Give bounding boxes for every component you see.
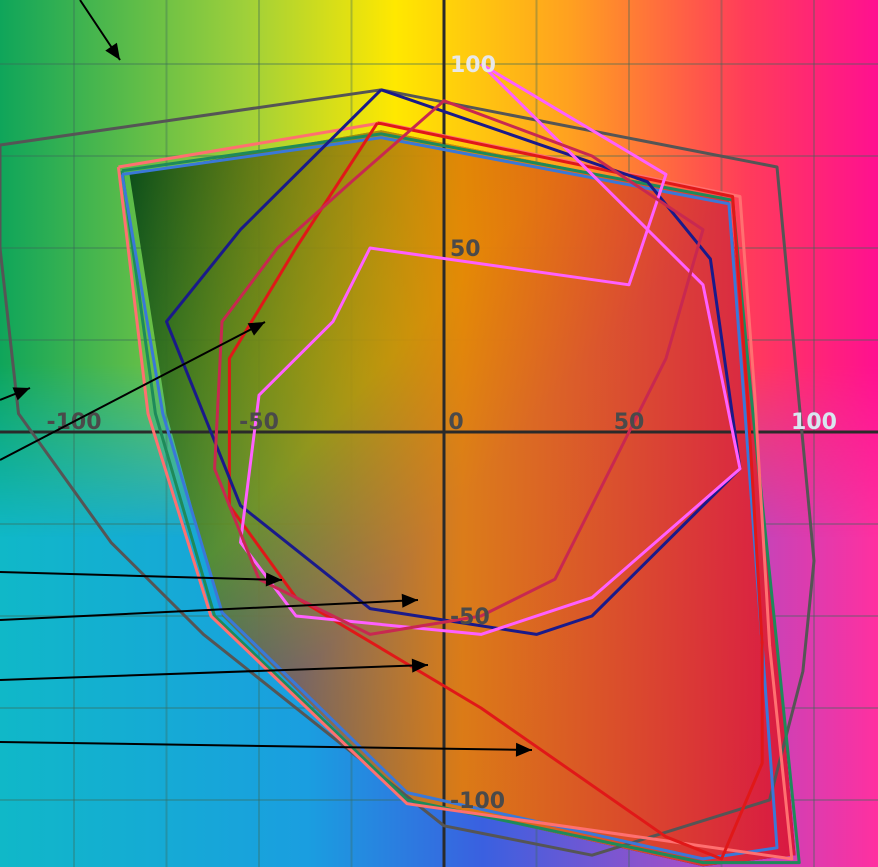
arrowhead-icon [12, 387, 30, 401]
arrowhead-icon [411, 658, 428, 673]
arrowhead-icon [265, 572, 282, 587]
arrowhead-icon [401, 593, 418, 608]
series-line-3 [120, 136, 779, 861]
y-tick-label: 50 [450, 237, 481, 262]
x-tick-label: 100 [791, 410, 837, 435]
annotation-arrow-line [0, 741, 533, 751]
y-tick-label: -50 [450, 605, 490, 630]
series-line-6 [165, 88, 742, 636]
series-line-7 [239, 62, 742, 636]
x-tick-label: 50 [614, 410, 645, 435]
gamut-warm-shape [129, 130, 796, 867]
arrowhead-icon [515, 742, 532, 757]
annotation-arrow-line [0, 664, 429, 681]
arrowhead-icon [105, 42, 120, 60]
series-line-8 [213, 99, 705, 636]
series-line-1 [0, 88, 816, 857]
annotation-arrow-line [0, 571, 283, 581]
series-line-5 [227, 121, 764, 861]
y-tick-label: 100 [450, 53, 496, 78]
annotation-arrow-line [0, 321, 266, 461]
annotation-arrows [0, 0, 533, 757]
annotation-arrow-line [0, 599, 419, 621]
x-tick-label: -50 [239, 410, 279, 435]
filled-gamut [129, 130, 796, 867]
x-tick-label: 0 [448, 410, 463, 435]
series-line-2 [120, 132, 801, 865]
series-lines [0, 62, 816, 865]
arrowhead-icon [247, 322, 265, 336]
y-tick-label: -100 [450, 789, 505, 814]
